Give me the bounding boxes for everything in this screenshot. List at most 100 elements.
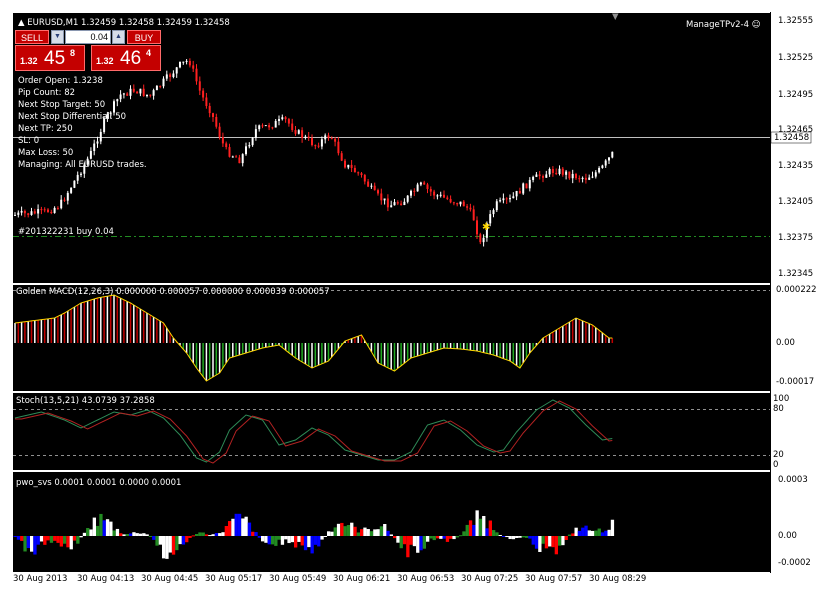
sell-button[interactable]: SELL [15, 30, 49, 44]
current-price-tag [770, 131, 812, 144]
pwo-bar [277, 536, 281, 540]
buy-price-box[interactable]: 1.32 46 4 [91, 45, 161, 71]
candle-body [525, 183, 528, 189]
candle-body [235, 156, 238, 158]
expert-name[interactable]: ManageTPv2-4 ☺ [686, 20, 761, 30]
pwo-bar [604, 530, 608, 536]
pwo-bar [267, 536, 271, 545]
pwo-bar [244, 516, 248, 536]
pwo-bar [435, 536, 440, 539]
lot-size-input[interactable] [65, 30, 111, 44]
candle-body [251, 137, 254, 146]
candle-body [340, 153, 343, 161]
pwo-histogram [13, 510, 615, 559]
candle-body [113, 101, 115, 113]
candle-body [96, 141, 99, 144]
pwo-bar [346, 525, 351, 536]
candle-body [410, 190, 412, 196]
expert-name-text: ManageTPv2-4 [686, 20, 749, 30]
sell-price-box[interactable]: 1.32 45 8 [15, 45, 85, 71]
pwo-bar [561, 536, 565, 546]
pwo-bar [185, 536, 189, 543]
candle-body [320, 139, 323, 147]
candle-body [278, 119, 280, 121]
lot-decrease-button[interactable]: ▼ [51, 30, 64, 44]
pwo-bar [59, 536, 63, 547]
candle-body [221, 137, 224, 144]
pwo-bar [336, 523, 341, 536]
buy-button[interactable]: BUY [127, 30, 161, 44]
lot-increase-button[interactable]: ▲ [112, 30, 125, 44]
candle-body [225, 143, 228, 148]
pwo-bar [419, 536, 423, 551]
candle-body [551, 169, 554, 173]
pwo-bar [449, 536, 453, 539]
candle-body [591, 176, 594, 178]
chart-shift-marker-icon[interactable]: ▼ [612, 12, 619, 22]
stoch-panel[interactable] [13, 393, 770, 470]
candle-body [350, 164, 353, 168]
buy-price-big: 46 [120, 48, 142, 69]
candle-body [261, 125, 264, 127]
pwo-bar [495, 532, 499, 536]
candle-body [33, 211, 36, 214]
candle-body [169, 74, 172, 77]
pwo-bar [554, 536, 558, 555]
candle-body [73, 180, 76, 188]
pwo-bar [607, 529, 611, 536]
pwo-bar [53, 536, 57, 541]
info-order-open: Order Open: 1.3238 [18, 76, 103, 86]
candle-body [93, 143, 96, 151]
candle-body [515, 190, 518, 197]
smiley-icon: ☺ [751, 20, 761, 30]
pwo-bar [251, 531, 255, 536]
candle-body [60, 199, 63, 209]
pwo-bar [610, 519, 615, 536]
candle-body [155, 85, 158, 91]
candle-body [205, 97, 208, 106]
candle-body [86, 158, 89, 165]
candle-body [40, 209, 43, 211]
candle-body [159, 85, 162, 87]
candle-body [30, 211, 33, 215]
pwo-bar [23, 536, 27, 552]
pwo-bar [445, 536, 450, 542]
pwo-bar [39, 536, 44, 542]
candle-body [509, 198, 511, 200]
candle-body [373, 185, 376, 191]
pwo-bar [577, 530, 582, 536]
symbol-title: ▲ EURUSD,M1 1.32459 1.32458 1.32459 1.32… [18, 18, 230, 28]
candle-body [126, 93, 129, 96]
pwo-bar [26, 536, 30, 549]
macd-panel[interactable] [13, 285, 770, 391]
pwo-bar [439, 536, 443, 539]
pwo-bar [257, 536, 261, 538]
candle-body [76, 174, 79, 181]
candle-body [287, 119, 290, 124]
pwo-bar [406, 536, 410, 558]
pwo-panel[interactable] [13, 472, 770, 572]
candle-body [584, 177, 587, 180]
candle-body [581, 177, 584, 179]
candle-body [588, 177, 591, 180]
pwo-bar [459, 535, 463, 537]
pwo-bar [224, 526, 228, 536]
pwo-bar [472, 524, 476, 536]
pwo-bar [162, 536, 166, 559]
pwo-bar [109, 521, 113, 536]
pwo-bar [119, 533, 123, 536]
candle-body [452, 202, 455, 204]
sell-price-prefix: 1.32 [20, 56, 38, 66]
pwo-bar [135, 533, 139, 536]
candle-body [14, 214, 16, 216]
pwo-bar [386, 530, 390, 536]
pwo-bar [465, 524, 469, 536]
title-triangle-icon: ▲ [18, 18, 25, 28]
pwo-bar [327, 531, 331, 536]
order-line-label[interactable]: #201322231 buy 0.04 [18, 227, 114, 237]
candle-body [139, 88, 142, 94]
pwo-bar [168, 536, 172, 553]
candle-body [578, 178, 581, 180]
pwo-bar [376, 529, 380, 536]
